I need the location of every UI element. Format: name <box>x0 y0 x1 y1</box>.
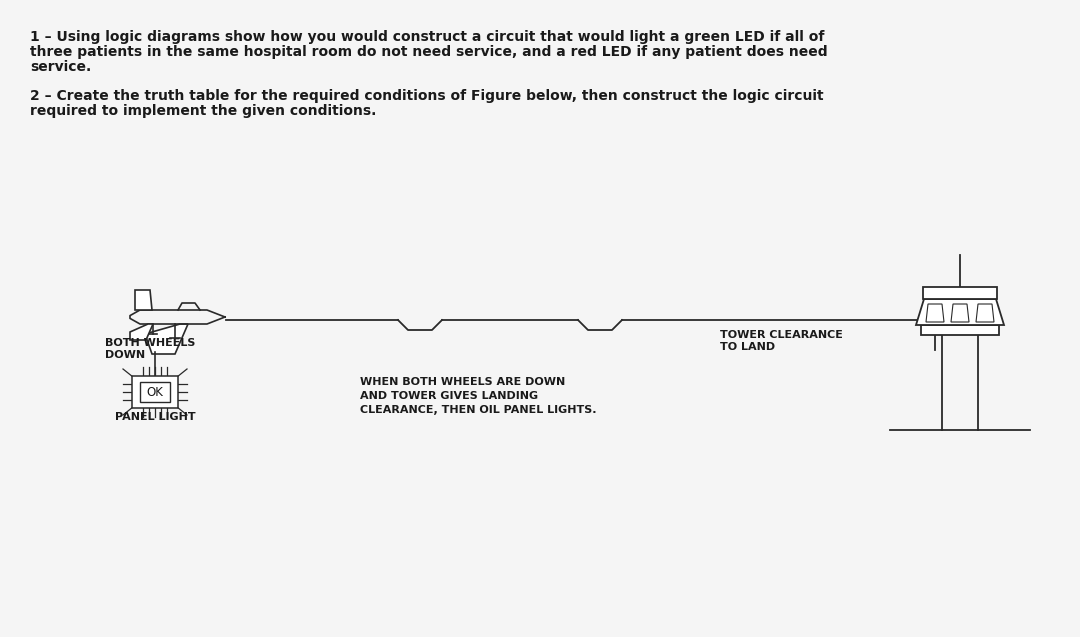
Bar <box>140 382 170 402</box>
Polygon shape <box>976 304 994 322</box>
Text: AND TOWER GIVES LANDING: AND TOWER GIVES LANDING <box>360 391 538 401</box>
Bar <box>132 376 178 408</box>
Bar <box>923 287 997 299</box>
Text: service.: service. <box>30 60 91 74</box>
Text: BOTH WHEELS
DOWN: BOTH WHEELS DOWN <box>105 338 195 360</box>
Polygon shape <box>916 299 1004 325</box>
Polygon shape <box>951 304 969 322</box>
Bar <box>921 325 999 335</box>
Text: TOWER CLEARANCE
TO LAND: TOWER CLEARANCE TO LAND <box>720 330 842 352</box>
Text: CLEARANCE, THEN OIL PANEL LIGHTS.: CLEARANCE, THEN OIL PANEL LIGHTS. <box>360 405 596 415</box>
Text: 1 – Using logic diagrams show how you would construct a circuit that would light: 1 – Using logic diagrams show how you wo… <box>30 30 824 44</box>
Polygon shape <box>145 324 188 354</box>
Text: WHEN BOTH WHEELS ARE DOWN: WHEN BOTH WHEELS ARE DOWN <box>360 377 565 387</box>
Text: 2 – Create the truth table for the required conditions of Figure below, then con: 2 – Create the truth table for the requi… <box>30 89 824 103</box>
Text: required to implement the given conditions.: required to implement the given conditio… <box>30 104 376 118</box>
Polygon shape <box>135 290 152 310</box>
Text: three patients in the same hospital room do not need service, and a red LED if a: three patients in the same hospital room… <box>30 45 827 59</box>
Polygon shape <box>130 324 153 340</box>
Polygon shape <box>926 304 944 322</box>
Text: PANEL LIGHT: PANEL LIGHT <box>114 412 195 422</box>
Text: OK: OK <box>147 385 163 399</box>
